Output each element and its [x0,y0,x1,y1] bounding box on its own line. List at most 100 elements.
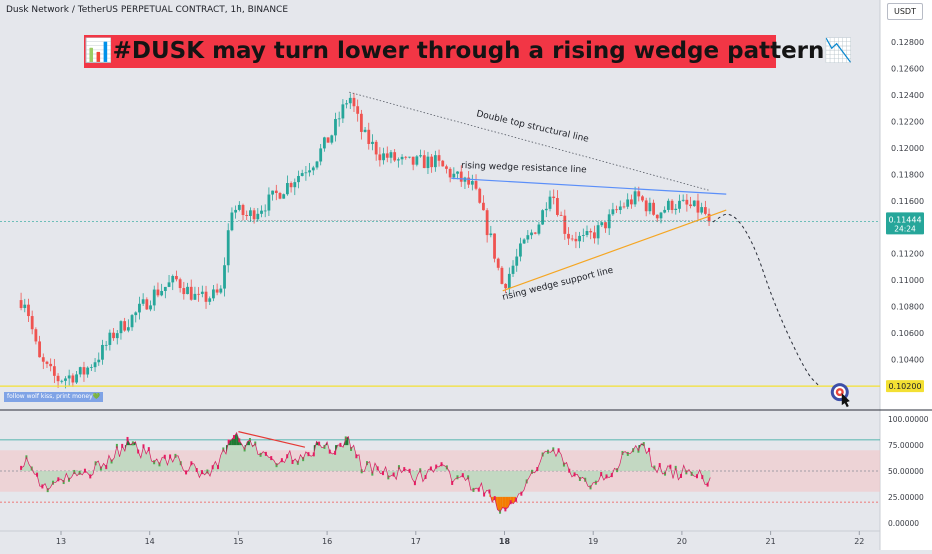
candle-body [312,167,315,170]
candle-body [689,205,692,207]
candle-body [489,234,492,236]
candle-body [674,209,677,210]
follow-label: follow wolf kiss, print money💚 [4,392,103,402]
candle-body [319,148,322,161]
candle-body [441,161,444,167]
candle-body [286,183,289,194]
candle-body [301,173,304,176]
candle-body [401,157,404,159]
candle-body [242,205,245,215]
candle-body [275,191,278,193]
candle-body [578,236,581,241]
candle-body [338,118,341,119]
candle-body [194,294,197,300]
time-tick-label: 13 [56,537,66,546]
candle-body [282,194,285,198]
candle-body [382,153,385,160]
candle-body [486,210,489,235]
candle-body [290,183,293,187]
candle-body [656,215,659,219]
candle-body [227,230,230,265]
candle-body [634,191,637,204]
candle-body [249,210,252,216]
candle-body [142,299,145,304]
price-tick-label: 0.11600 [891,197,924,206]
candle-body [541,210,544,224]
candle-body [71,375,74,382]
candle-body [97,360,100,363]
candle-body [168,282,171,287]
candle-body [545,209,548,210]
candle-body [582,235,585,236]
candle-body [630,199,633,204]
candle-body [593,232,596,238]
candle-body [419,155,422,156]
candle-body [108,333,111,345]
candle-body [175,276,178,279]
candle-body [560,215,563,216]
candle-body [519,243,522,256]
candle-body [116,333,119,338]
price-tick-label: 0.10600 [891,329,924,338]
candle-body [600,222,603,225]
candle-body [678,201,681,209]
rsi-tick-label: 100.00000 [888,415,929,424]
current-price-label: 0.11444 [888,215,921,224]
candle-body [260,211,263,214]
candle-body [364,130,367,132]
candle-body [530,233,533,236]
time-tick-label: 19 [588,537,598,546]
candle-body [186,287,189,294]
candle-body [179,279,182,288]
candle-body [708,214,711,222]
time-tick-label: 15 [233,537,243,546]
candle-body [682,200,685,201]
candle-body [205,292,208,302]
candle-body [264,211,267,212]
candle-body [700,207,703,213]
candle-body [353,98,356,106]
currency-button[interactable]: USDT [887,3,923,20]
candle-body [589,231,592,232]
candle-body [597,225,600,238]
time-tick-label: 17 [411,537,421,546]
time-tick-label: 21 [766,537,776,546]
candle-body [619,206,622,210]
candle-body [482,203,485,210]
candle-body [238,205,241,210]
candle-body [171,276,174,282]
candle-body [523,239,526,243]
candle-body [83,367,86,374]
candle-body [105,345,108,346]
price-tick-label: 0.12800 [891,38,924,47]
candle-body [38,341,41,357]
candle-body [427,157,430,168]
candle-body [190,287,193,300]
price-tick-label: 0.11000 [891,276,924,285]
time-tick-label: 18 [499,537,511,546]
candle-body [538,225,541,234]
candle-body [371,142,374,144]
candle-body [123,321,126,330]
candle-body [449,169,452,178]
candle-body [271,191,274,195]
candle-body [112,333,115,338]
candle-body [390,152,393,158]
candle-body [415,156,418,164]
candle-body [216,289,219,292]
candle-body [23,305,26,308]
candle-body [164,287,167,291]
candle-body [475,181,478,189]
candle-body [497,259,500,268]
candle-body [397,159,400,160]
candle-body [456,172,459,174]
target-price-label: 0.10200 [888,382,921,391]
symbol-title: Dusk Network / TetherUS PERPETUAL CONTRA… [6,5,288,15]
candle-body [360,114,363,132]
candle-body [512,266,515,274]
candle-body [508,274,511,288]
countdown-label: 24:24 [894,224,916,233]
price-tick-label: 0.12400 [891,91,924,100]
candle-body [131,315,134,327]
candle-body [253,210,256,219]
